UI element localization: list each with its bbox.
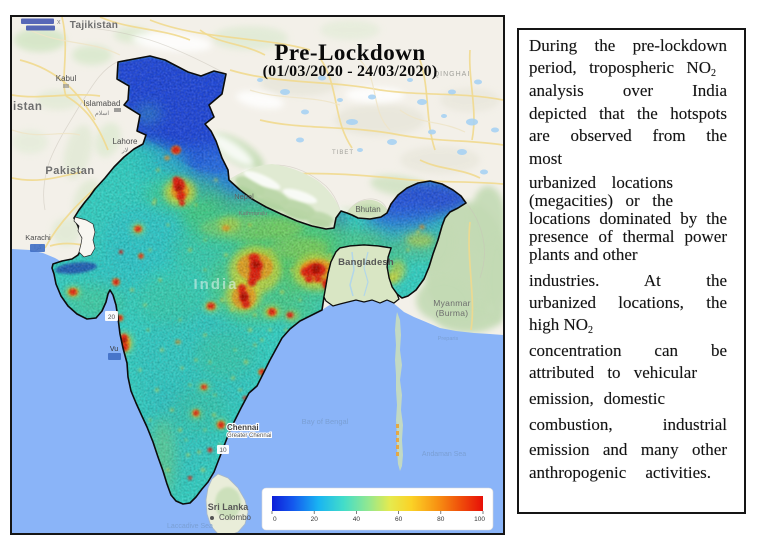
svg-text:Colombo: Colombo xyxy=(219,513,252,522)
svg-text:10: 10 xyxy=(219,447,227,454)
svg-text:لار: لار xyxy=(121,147,128,154)
svg-text:Bhutan: Bhutan xyxy=(355,205,380,214)
svg-text:QINGHAI: QINGHAI xyxy=(434,71,471,78)
svg-text:Kathmandu: Kathmandu xyxy=(239,211,267,217)
svg-text:TIBET: TIBET xyxy=(332,150,354,156)
svg-text:Myanmar: Myanmar xyxy=(433,298,471,308)
svg-text:Greater Chennai: Greater Chennai xyxy=(227,433,271,439)
svg-text:40: 40 xyxy=(353,516,361,523)
svg-text:India: India xyxy=(193,276,238,293)
svg-text:Sri Lanka: Sri Lanka xyxy=(208,502,250,512)
svg-text:istan: istan xyxy=(13,101,42,113)
svg-text:Andaman Sea: Andaman Sea xyxy=(422,451,466,458)
svg-text:80: 80 xyxy=(437,516,445,523)
svg-text:Islamabad: Islamabad xyxy=(84,99,121,108)
svg-text:Tajikistan: Tajikistan xyxy=(70,20,118,31)
svg-text:20: 20 xyxy=(108,314,116,321)
svg-text:Bay of Bengal: Bay of Bengal xyxy=(302,417,349,426)
svg-text:اسلام: اسلام xyxy=(95,110,109,117)
svg-text:Chennai: Chennai xyxy=(227,423,259,432)
svg-text:Preparis: Preparis xyxy=(438,336,459,342)
svg-text:Nepal: Nepal xyxy=(234,192,254,201)
svg-text:Vu: Vu xyxy=(110,346,118,353)
svg-text:x: x xyxy=(57,19,61,26)
svg-text:Bangladesh: Bangladesh xyxy=(338,257,394,268)
svg-text:100: 100 xyxy=(474,516,485,523)
svg-text:20: 20 xyxy=(311,516,319,523)
svg-text:0: 0 xyxy=(273,516,277,523)
svg-text:60: 60 xyxy=(395,516,403,523)
svg-text:Pakistan: Pakistan xyxy=(45,165,94,177)
svg-text:Kabul: Kabul xyxy=(56,74,77,83)
svg-text:Karachi: Karachi xyxy=(25,233,51,242)
svg-text:Laccadive Sea: Laccadive Sea xyxy=(167,523,213,530)
svg-text:(Burma): (Burma) xyxy=(436,308,469,318)
svg-text:Lahore: Lahore xyxy=(113,137,138,146)
